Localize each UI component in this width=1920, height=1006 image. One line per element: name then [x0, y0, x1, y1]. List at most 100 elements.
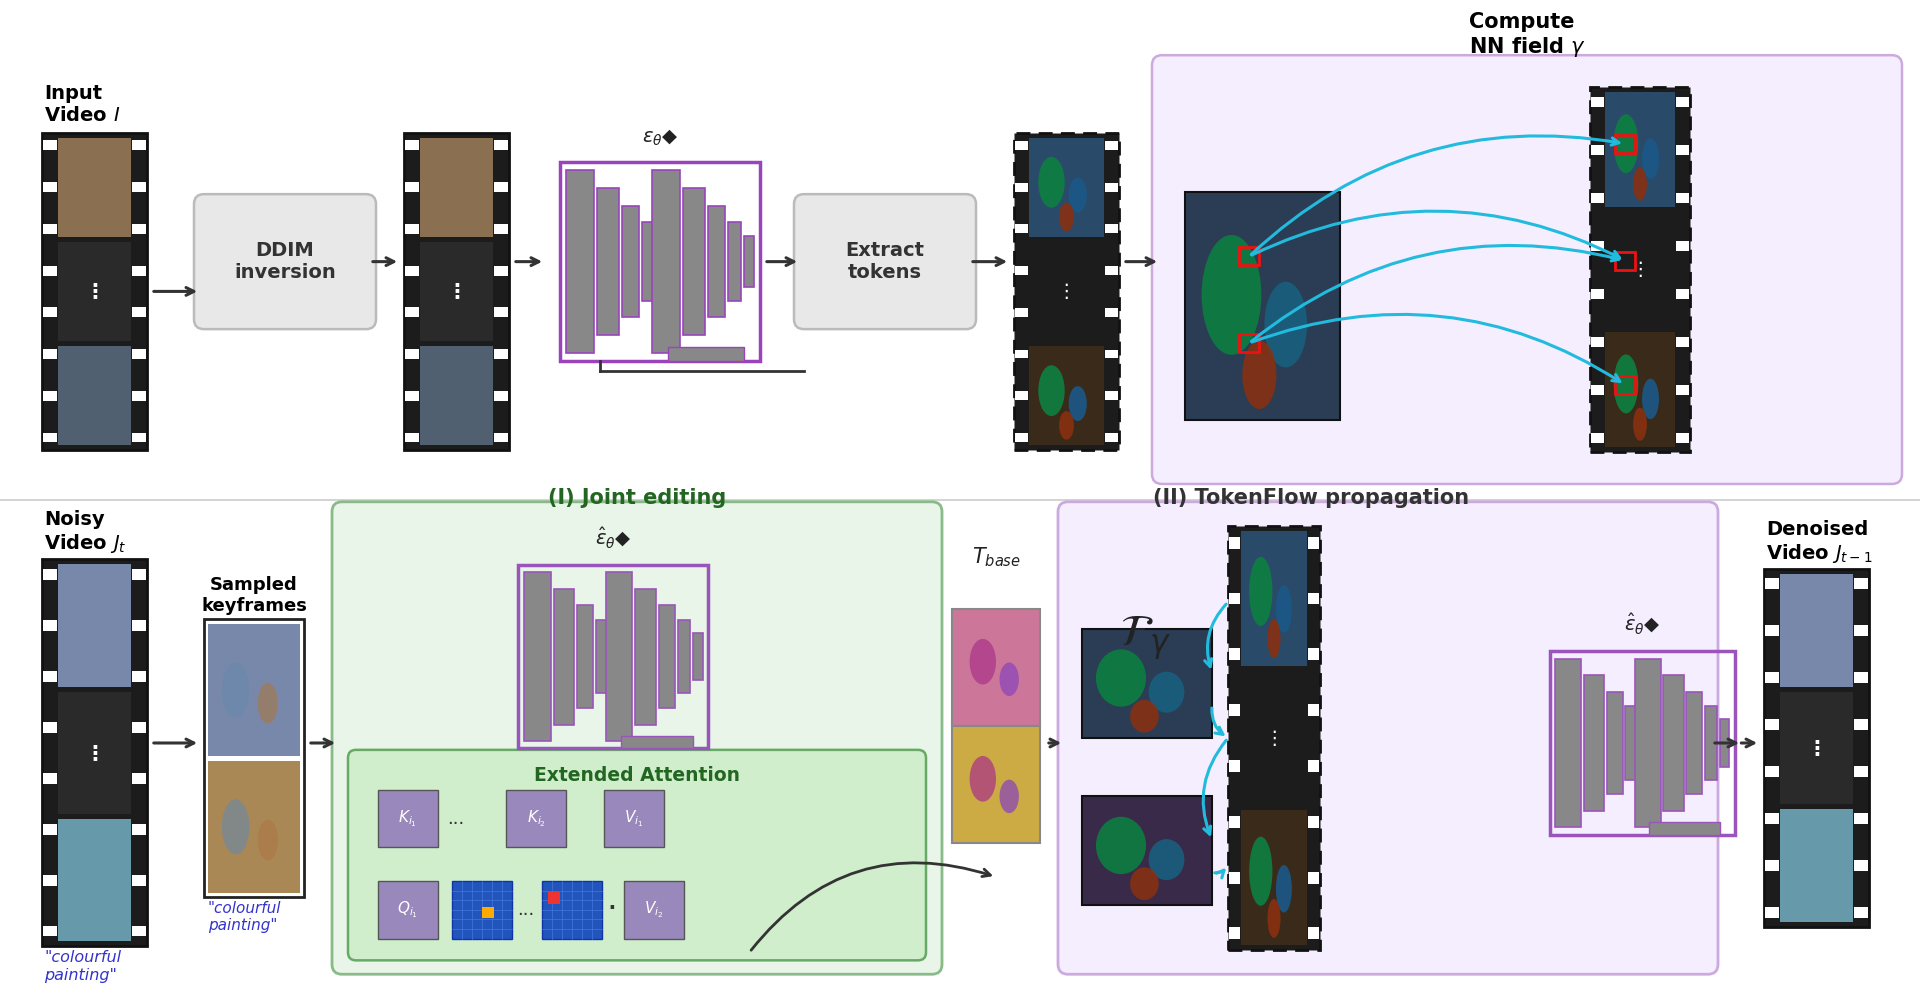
Bar	[378, 881, 438, 939]
Ellipse shape	[1096, 649, 1146, 706]
Bar	[622, 206, 639, 317]
Bar	[132, 621, 146, 631]
Bar	[42, 773, 58, 784]
Ellipse shape	[1642, 378, 1659, 420]
Bar	[1855, 578, 1868, 590]
Bar	[451, 881, 513, 939]
Bar	[1764, 860, 1780, 871]
Bar	[1014, 133, 1119, 451]
Bar	[1686, 691, 1703, 795]
Bar	[1764, 578, 1780, 590]
Bar	[1855, 672, 1868, 683]
Ellipse shape	[1069, 386, 1087, 422]
Ellipse shape	[1131, 700, 1158, 732]
Bar	[1676, 384, 1690, 394]
Bar	[1106, 183, 1117, 191]
Text: Noisy
Video $J_t$: Noisy Video $J_t$	[44, 510, 127, 555]
Ellipse shape	[257, 683, 278, 723]
Bar	[1029, 138, 1104, 236]
Bar	[1855, 906, 1868, 917]
Bar	[1676, 240, 1690, 250]
Bar	[420, 241, 493, 341]
Bar	[659, 606, 676, 708]
Bar	[42, 390, 58, 400]
Bar	[507, 790, 566, 847]
Bar	[493, 307, 509, 317]
Bar	[636, 589, 657, 724]
Bar	[493, 182, 509, 192]
Bar	[1229, 704, 1240, 716]
Bar	[1676, 289, 1690, 299]
Bar	[1229, 648, 1240, 660]
Bar	[693, 633, 703, 680]
Bar	[1229, 871, 1240, 883]
Bar	[1185, 192, 1340, 421]
Bar	[1592, 433, 1603, 443]
Bar	[605, 790, 664, 847]
Bar	[132, 926, 146, 937]
Bar	[1855, 625, 1868, 636]
Ellipse shape	[1267, 899, 1281, 938]
Text: $Q_{i_1}$: $Q_{i_1}$	[397, 899, 419, 920]
Bar	[1106, 308, 1117, 317]
Ellipse shape	[1613, 354, 1638, 413]
Bar	[1676, 192, 1690, 202]
Bar	[1016, 391, 1027, 400]
Ellipse shape	[1148, 672, 1185, 712]
Bar	[42, 141, 58, 150]
Bar	[1592, 192, 1603, 202]
Bar	[1555, 659, 1580, 828]
Bar	[1240, 530, 1308, 666]
Bar	[132, 349, 146, 359]
Text: (I) Joint editing: (I) Joint editing	[547, 488, 726, 508]
Bar	[132, 874, 146, 885]
Ellipse shape	[1277, 865, 1292, 912]
Bar	[566, 170, 593, 353]
Bar	[42, 621, 58, 631]
Bar	[132, 433, 146, 443]
Bar	[405, 349, 419, 359]
FancyBboxPatch shape	[1058, 502, 1718, 974]
Bar	[1229, 526, 1321, 951]
Ellipse shape	[1060, 411, 1073, 440]
Bar	[58, 819, 131, 942]
Bar	[1308, 816, 1319, 828]
Text: DDIM
inversion: DDIM inversion	[234, 241, 336, 282]
Bar	[1016, 224, 1027, 233]
Text: Sampled
keyframes: Sampled keyframes	[202, 576, 307, 615]
Bar	[1592, 289, 1603, 299]
Bar	[1780, 574, 1853, 687]
Ellipse shape	[1242, 341, 1277, 409]
Bar	[1229, 760, 1240, 772]
Bar	[493, 433, 509, 443]
Bar	[1240, 671, 1308, 806]
Bar	[1592, 145, 1603, 155]
Bar	[420, 138, 493, 236]
Bar	[1780, 809, 1853, 921]
Ellipse shape	[1069, 178, 1087, 212]
Ellipse shape	[1000, 780, 1020, 813]
Ellipse shape	[1250, 556, 1273, 626]
Bar	[132, 224, 146, 233]
Bar	[42, 926, 58, 937]
Ellipse shape	[1060, 202, 1073, 231]
Bar	[1764, 719, 1780, 730]
Bar	[58, 692, 131, 814]
Ellipse shape	[257, 820, 278, 860]
FancyBboxPatch shape	[348, 749, 925, 961]
Bar	[668, 347, 745, 361]
Bar	[1240, 811, 1308, 946]
Text: ⋮: ⋮	[1630, 261, 1649, 279]
Bar	[1592, 240, 1603, 250]
Ellipse shape	[1039, 157, 1066, 207]
Ellipse shape	[1039, 365, 1066, 416]
Bar	[42, 433, 58, 443]
Ellipse shape	[1202, 235, 1261, 355]
Bar	[1676, 433, 1690, 443]
Text: ⋮: ⋮	[1056, 282, 1077, 301]
Bar	[42, 307, 58, 317]
Bar	[42, 671, 58, 682]
Bar	[1764, 766, 1780, 777]
Bar	[1308, 704, 1319, 716]
Bar	[578, 606, 593, 708]
